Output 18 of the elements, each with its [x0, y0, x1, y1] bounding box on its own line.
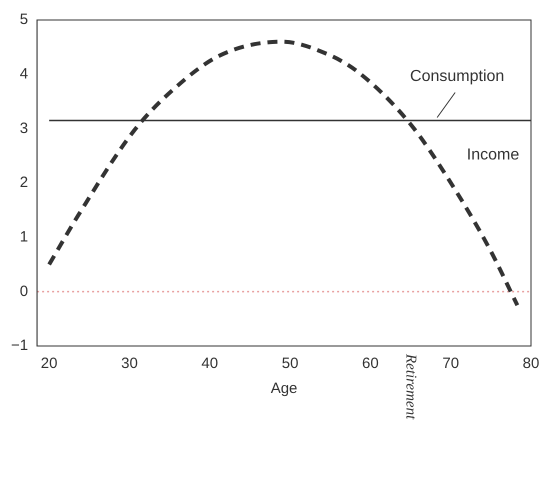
y-tick-label: −1	[10, 337, 28, 354]
x-tick-label: 80	[522, 355, 540, 372]
x-tick-label: 30	[121, 355, 138, 372]
x-tick-label: 70	[442, 355, 460, 372]
x-tick-label: 20	[40, 355, 58, 372]
x-axis-title: Age	[270, 380, 298, 398]
text: Retirement	[402, 353, 419, 420]
y-tick-label: 4	[20, 65, 28, 82]
x-tick-label: 60	[362, 355, 379, 372]
y-tick-label: 1	[20, 228, 28, 246]
x-tick-label: 50	[282, 355, 298, 372]
text: Consumption	[410, 68, 504, 85]
y-tick-label: 2	[20, 174, 28, 192]
x-tick-label: 40	[201, 355, 218, 372]
y-tick-label: 5	[20, 11, 28, 28]
y-tick-label: 3	[20, 120, 28, 137]
series-label: Income	[466, 146, 520, 164]
y-tick-label: 0	[20, 282, 28, 300]
